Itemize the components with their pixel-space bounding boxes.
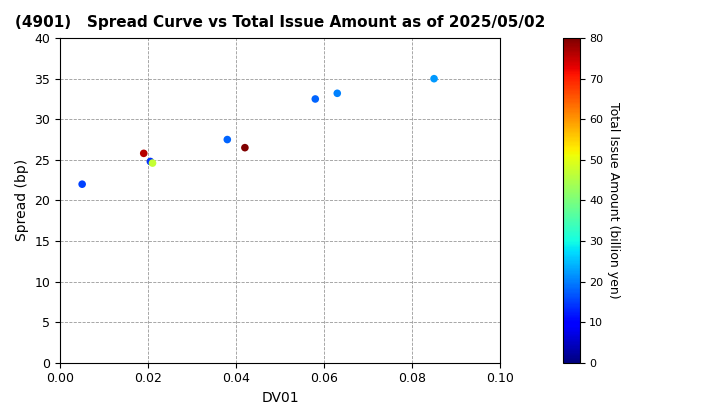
Point [138,150,150,157]
Title: (4901)   Spread Curve vs Total Issue Amount as of 2025/05/02: (4901) Spread Curve vs Total Issue Amoun… [15,15,545,30]
Point [310,96,321,102]
Y-axis label: Total Issue Amount (billion yen): Total Issue Amount (billion yen) [607,102,620,299]
Point [145,158,156,165]
Point [428,75,440,82]
Point [239,144,251,151]
X-axis label: DV01: DV01 [261,391,299,405]
Point [76,181,88,188]
Point [331,90,343,97]
Y-axis label: Spread (bp): Spread (bp) [15,159,29,242]
Point [147,160,158,166]
Point [222,136,233,143]
